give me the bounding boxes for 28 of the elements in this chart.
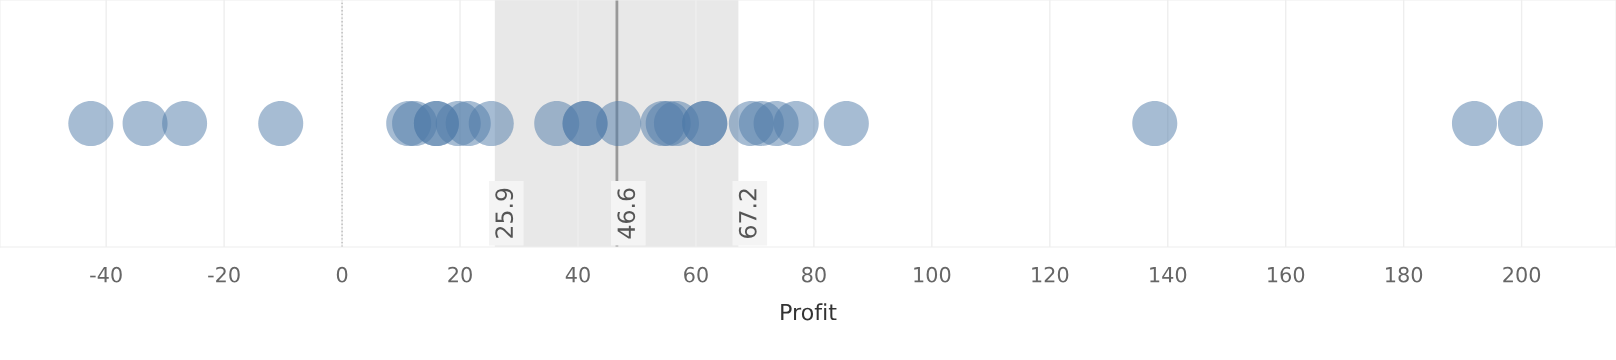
point bbox=[468, 100, 514, 146]
point bbox=[1451, 100, 1497, 146]
x-tick-label: 60 bbox=[684, 266, 708, 283]
point bbox=[1497, 100, 1543, 146]
point bbox=[1132, 100, 1178, 146]
x-tick-label: 0 bbox=[336, 266, 348, 283]
point bbox=[596, 100, 642, 146]
x-tick-label: 180 bbox=[1386, 266, 1423, 283]
x-tick-label: 120 bbox=[1032, 266, 1069, 283]
x-tick-label: 80 bbox=[802, 266, 826, 283]
point bbox=[773, 100, 819, 146]
point bbox=[258, 100, 304, 146]
point bbox=[162, 100, 208, 146]
x-tick-label: -40 bbox=[90, 266, 122, 283]
ref-line-label: 46.6 bbox=[617, 188, 636, 239]
x-axis-title: Profit bbox=[781, 303, 837, 321]
point bbox=[68, 100, 114, 146]
point bbox=[823, 100, 869, 146]
x-tick-label: 200 bbox=[1503, 266, 1541, 283]
x-tick-label: 40 bbox=[565, 266, 590, 283]
x-tick-label: 100 bbox=[914, 266, 951, 283]
annotation: 25.9 bbox=[495, 188, 514, 238]
x-tick-label: 20 bbox=[448, 266, 472, 283]
x-tick-label: 160 bbox=[1268, 266, 1305, 283]
x-tick-label: 140 bbox=[1150, 266, 1187, 283]
annotation: 67.2 bbox=[738, 189, 757, 238]
point bbox=[122, 100, 168, 146]
x-tick-label: -20 bbox=[208, 266, 240, 283]
